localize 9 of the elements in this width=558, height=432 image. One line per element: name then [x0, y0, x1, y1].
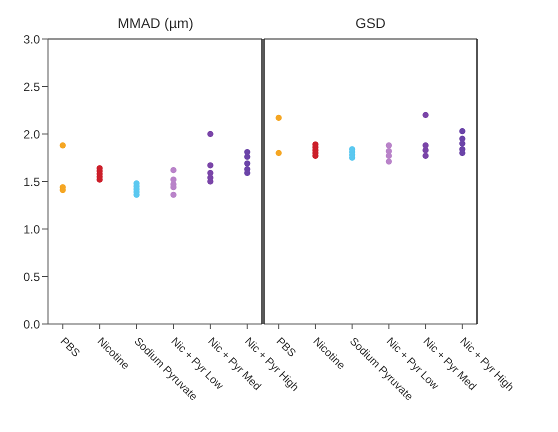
- chart-title: MMAD (µm): [116, 14, 194, 33]
- y-tick-label: 0.5: [23, 270, 40, 284]
- y-tick-label: 1.5: [23, 174, 40, 189]
- y-tick-label: 1.0: [23, 222, 40, 236]
- y-tick-label: 2.5: [23, 80, 40, 94]
- y-tick-label: 0.0: [23, 317, 40, 332]
- chart-title: GSD: [354, 14, 387, 33]
- y-tick-label: 3.0: [23, 32, 40, 46]
- y-tick-label: 2.0: [23, 127, 40, 142]
